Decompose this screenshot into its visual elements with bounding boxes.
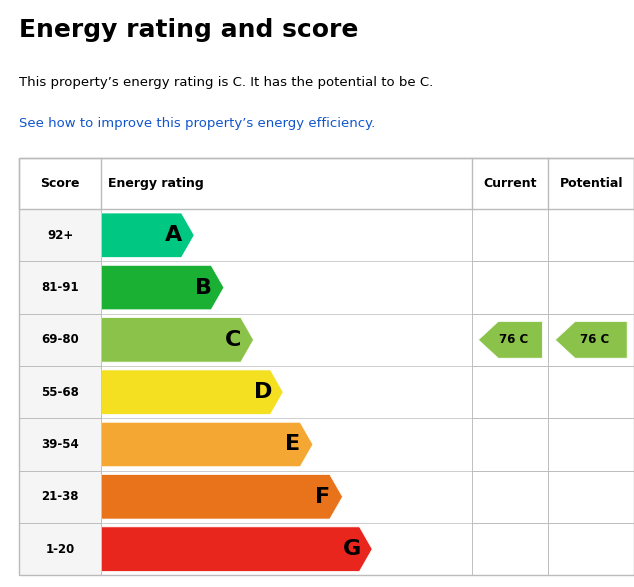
Text: C: C bbox=[225, 330, 242, 350]
Bar bbox=[19, 419, 101, 471]
Text: D: D bbox=[254, 382, 272, 402]
Bar bbox=[19, 523, 101, 575]
Polygon shape bbox=[101, 265, 224, 310]
Bar bbox=[472, 419, 548, 471]
Text: E: E bbox=[285, 434, 300, 454]
Bar bbox=[548, 366, 634, 419]
Bar bbox=[19, 261, 101, 313]
Polygon shape bbox=[101, 370, 283, 414]
Text: 21-38: 21-38 bbox=[41, 490, 79, 503]
Text: 55-68: 55-68 bbox=[41, 386, 79, 399]
Bar bbox=[19, 471, 101, 523]
Polygon shape bbox=[101, 213, 194, 258]
Bar bbox=[472, 209, 548, 261]
Bar bbox=[19, 209, 101, 261]
Text: F: F bbox=[314, 487, 330, 507]
Bar bbox=[548, 313, 634, 366]
Polygon shape bbox=[101, 527, 372, 571]
Text: B: B bbox=[195, 278, 212, 298]
Polygon shape bbox=[555, 322, 627, 358]
Polygon shape bbox=[479, 322, 542, 358]
Text: A: A bbox=[165, 225, 183, 245]
Bar bbox=[472, 366, 548, 419]
Bar bbox=[548, 419, 634, 471]
Polygon shape bbox=[101, 318, 254, 362]
Text: 76 C: 76 C bbox=[579, 333, 609, 346]
Text: Current: Current bbox=[484, 177, 537, 190]
Bar bbox=[19, 313, 101, 366]
Polygon shape bbox=[101, 474, 342, 519]
Bar bbox=[472, 261, 548, 313]
Text: 81-91: 81-91 bbox=[41, 281, 79, 294]
Bar bbox=[19, 158, 634, 209]
Bar bbox=[548, 523, 634, 575]
Bar bbox=[548, 209, 634, 261]
Text: 76 C: 76 C bbox=[499, 333, 528, 346]
Text: G: G bbox=[343, 539, 361, 559]
Bar bbox=[548, 261, 634, 313]
Text: 69-80: 69-80 bbox=[41, 333, 79, 346]
Text: See how to improve this property’s energy efficiency.: See how to improve this property’s energ… bbox=[19, 117, 375, 130]
Bar bbox=[548, 471, 634, 523]
Bar bbox=[19, 366, 101, 419]
Polygon shape bbox=[101, 422, 313, 467]
Bar bbox=[19, 158, 634, 575]
Text: 39-54: 39-54 bbox=[41, 438, 79, 451]
Text: This property’s energy rating is C. It has the potential to be C.: This property’s energy rating is C. It h… bbox=[19, 76, 433, 89]
Text: Energy rating: Energy rating bbox=[108, 177, 204, 190]
Text: Potential: Potential bbox=[559, 177, 623, 190]
Text: 92+: 92+ bbox=[47, 229, 74, 242]
Text: 1-20: 1-20 bbox=[46, 542, 75, 556]
Bar bbox=[472, 471, 548, 523]
Bar bbox=[472, 523, 548, 575]
Text: Score: Score bbox=[41, 177, 80, 190]
Text: Energy rating and score: Energy rating and score bbox=[19, 18, 358, 42]
Bar bbox=[472, 313, 548, 366]
